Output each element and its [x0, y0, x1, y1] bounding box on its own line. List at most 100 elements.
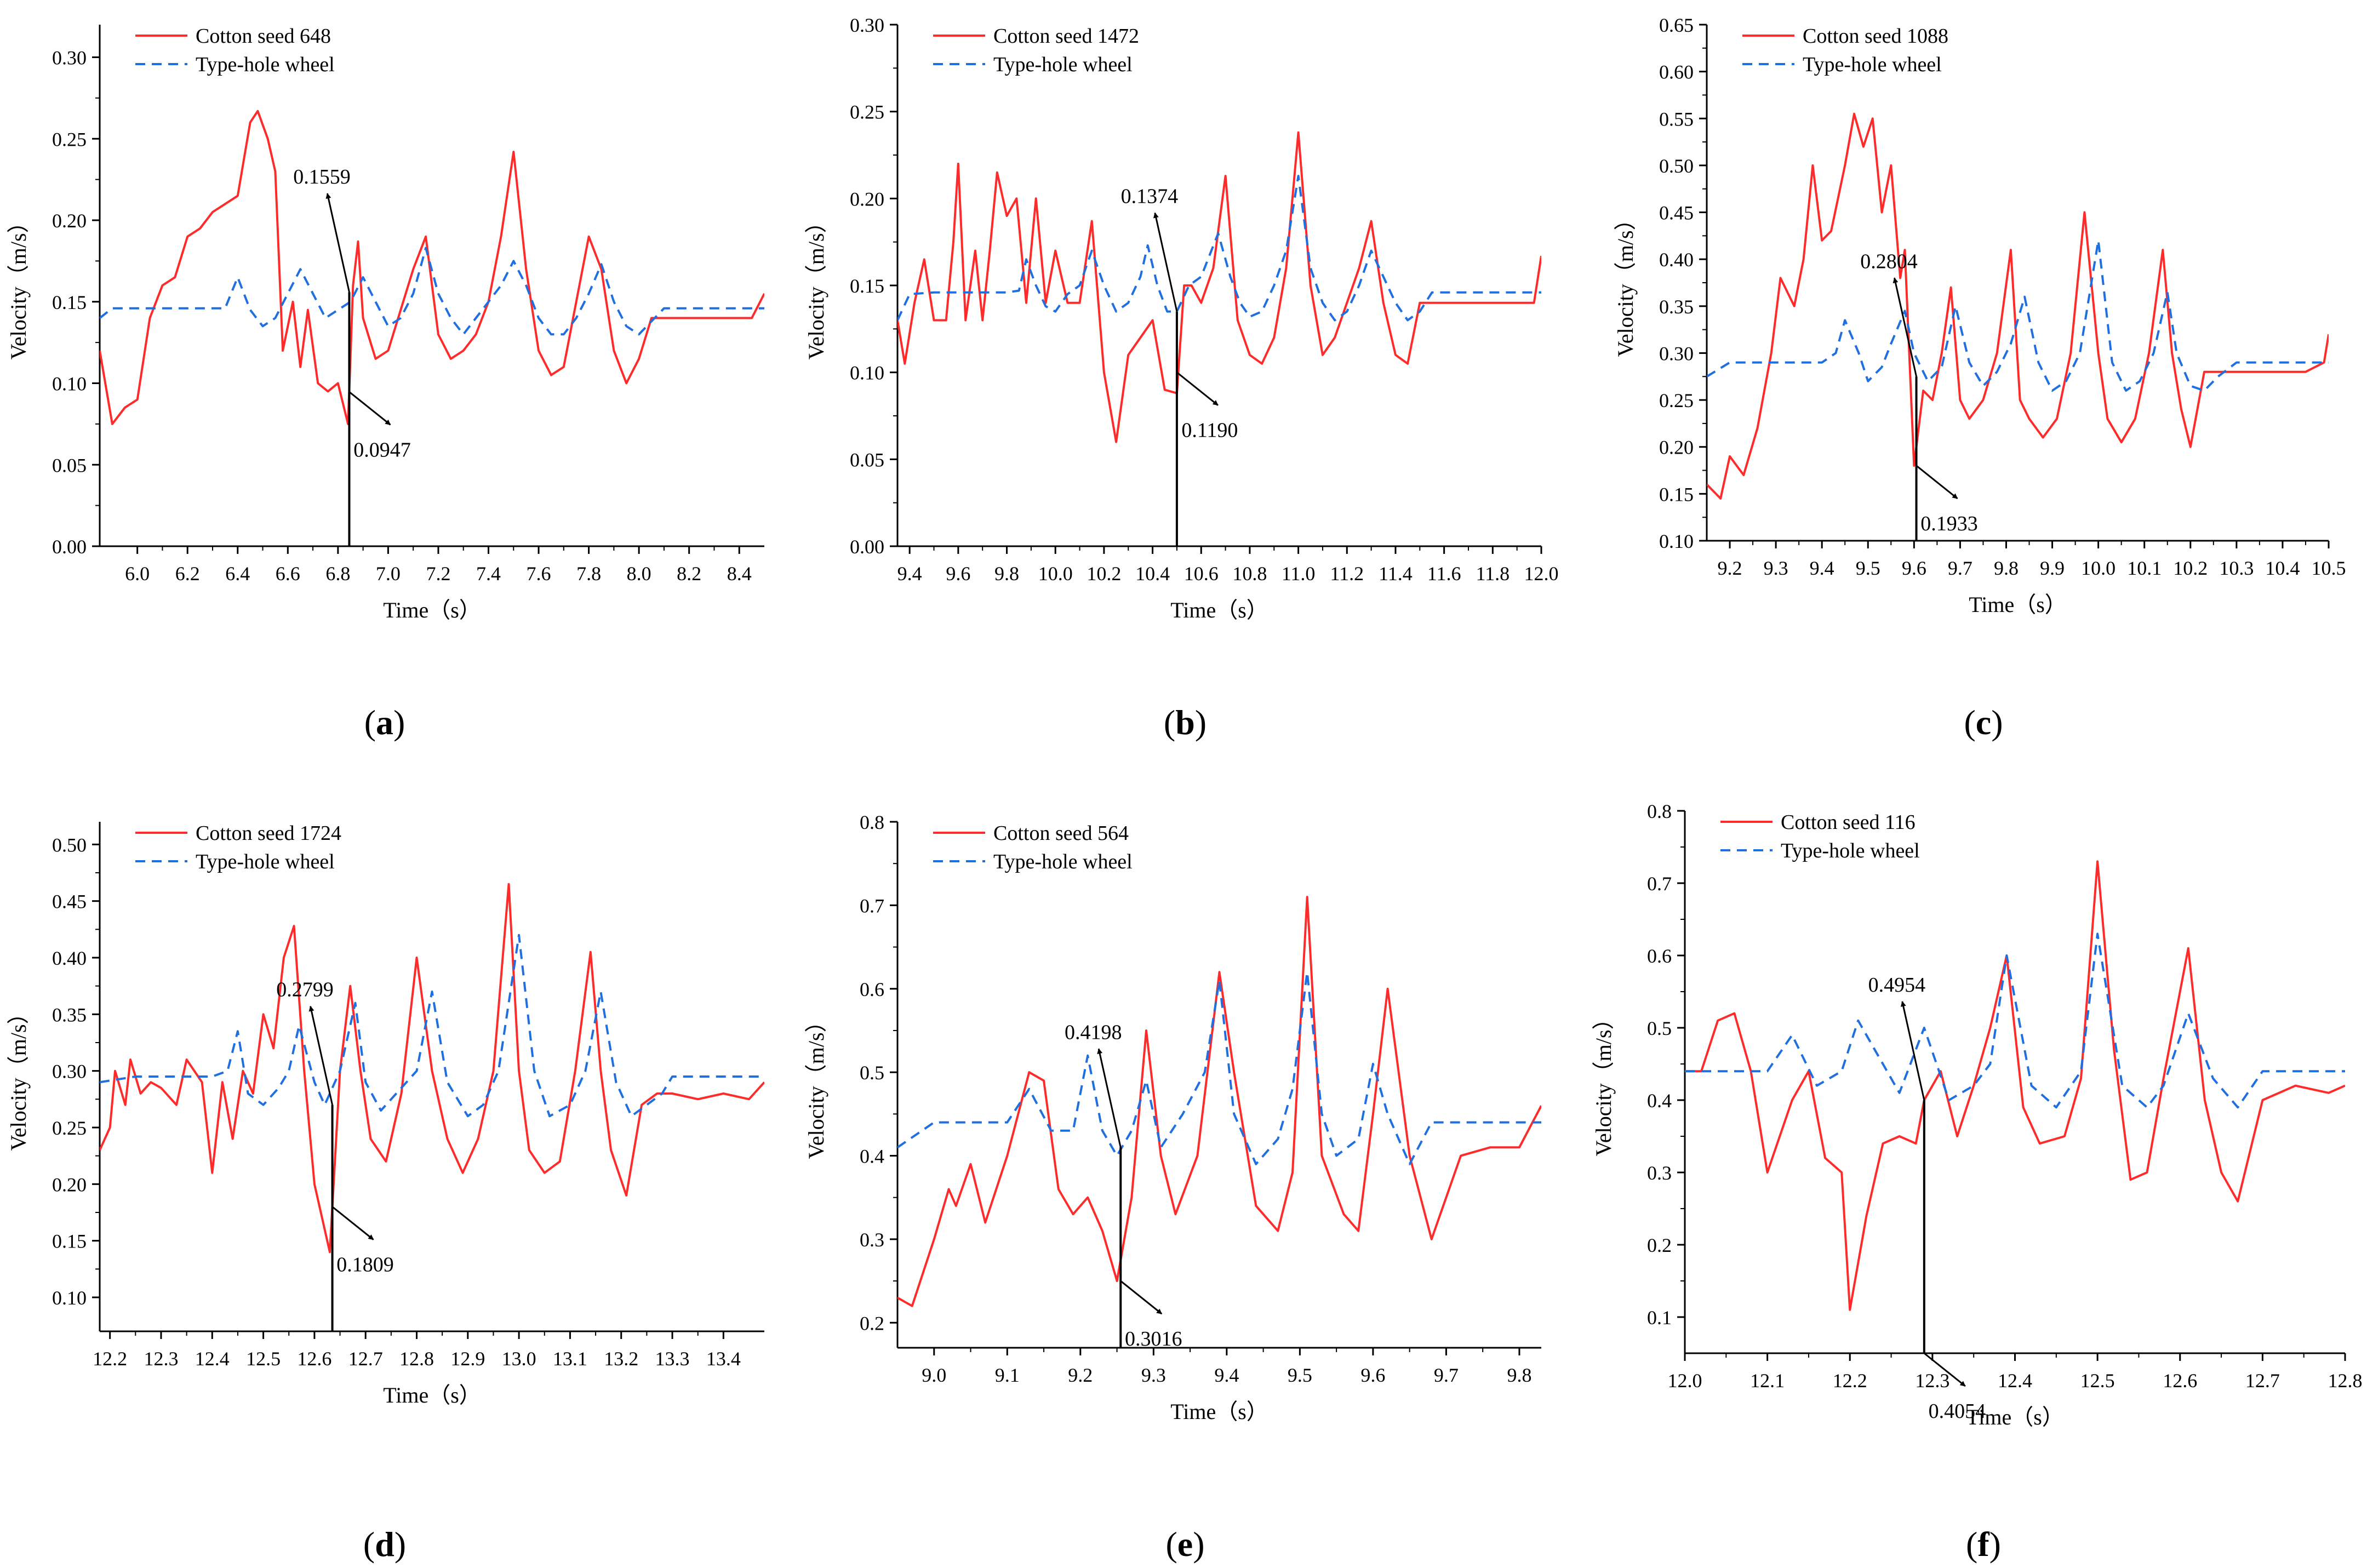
x-tick-label: 10.0	[2081, 557, 2116, 579]
x-tick-label: 10.8	[1232, 563, 1267, 585]
legend-label-seed: Cotton seed 1088	[1803, 25, 1948, 48]
panel-caption-e: (e)	[1165, 1525, 1204, 1564]
x-tick-label: 11.0	[1282, 563, 1316, 585]
arrow-high	[325, 193, 350, 293]
y-tick-label: 0.5	[860, 1062, 884, 1084]
panel-caption-open: (	[1164, 703, 1175, 742]
x-tick-label: 12.0	[1524, 563, 1559, 585]
legend-label-wheel: Type-hole wheel	[196, 850, 335, 873]
y-tick-label: 0.25	[52, 128, 87, 150]
x-tick-label: 9.7	[1434, 1364, 1459, 1386]
y-tick-label: 0.2	[1647, 1234, 1672, 1256]
y-tick-label: 0.10	[52, 1287, 87, 1309]
x-tick-label: 12.1	[1750, 1370, 1785, 1392]
y-tick-label: 0.40	[52, 947, 87, 969]
x-tick-label: 13.2	[604, 1348, 638, 1370]
x-tick-label: 9.0	[922, 1364, 946, 1386]
y-tick-label: 0.00	[52, 536, 87, 558]
x-tick-label: 12.3	[144, 1348, 178, 1370]
data-label-high: 0.2804	[1860, 250, 1918, 273]
panel-caption-open: (	[1966, 1525, 1977, 1564]
data-label-low: 0.1809	[336, 1254, 394, 1277]
x-tick-label: 10.4	[1135, 563, 1170, 585]
y-tick-label: 0.50	[1659, 155, 1694, 177]
x-tick-label: 12.3	[1915, 1370, 1949, 1392]
y-tick-label: 0.60	[1659, 61, 1694, 83]
x-tick-label: 9.8	[1994, 557, 2019, 579]
y-tick-label: 0.05	[850, 449, 884, 471]
x-tick-label: 9.2	[1068, 1364, 1093, 1386]
x-tick-label: 12.4	[195, 1348, 230, 1370]
y-tick-label: 0.20	[52, 210, 87, 232]
x-tick-label: 6.4	[225, 563, 250, 585]
y-tick-label: 0.10	[850, 362, 884, 384]
panel-caption-close: )	[395, 1525, 406, 1564]
panel-caption-open: (	[364, 703, 376, 742]
x-tick-label: 9.5	[1856, 557, 1880, 579]
chart-panel-f: 12.0 12.1 12.2 12.3 12.4 12.5 12.6 12.7 12.8 0.1 0…	[1591, 800, 2363, 1429]
y-tick-label: 0.8	[1647, 800, 1672, 822]
y-tick-label: 0.3	[1647, 1162, 1672, 1184]
y-tick-label: 0.25	[1659, 390, 1694, 411]
x-axis-title: Time（s）	[383, 598, 481, 622]
x-tick-label: 9.8	[994, 563, 1019, 585]
y-tick-label: 0.40	[1659, 249, 1694, 271]
legend-label-wheel: Type-hole wheel	[1781, 839, 1920, 862]
x-tick-label: 11.2	[1330, 563, 1364, 585]
seed-series-line	[897, 131, 1541, 443]
y-tick-label: 0.20	[52, 1174, 87, 1195]
legend-label-seed: Cotton seed 1724	[196, 822, 341, 845]
panel-caption-b: (b)	[1164, 703, 1207, 742]
y-tick-label: 0.3	[860, 1229, 884, 1251]
x-tick-label: 13.4	[706, 1348, 741, 1370]
y-tick-label: 0.6	[860, 978, 884, 1000]
arrow-low	[348, 391, 391, 426]
y-axis-title: Velocity（m/s）	[804, 211, 828, 359]
y-tick-label: 0.00	[850, 536, 884, 558]
data-label-high: 0.1374	[1121, 185, 1179, 208]
panel-caption-open: (	[1964, 703, 1975, 742]
x-tick-label: 13.0	[502, 1348, 536, 1370]
x-tick-label: 10.6	[1184, 563, 1219, 585]
y-tick-label: 0.1	[1647, 1307, 1672, 1329]
x-tick-label: 12.6	[2163, 1370, 2197, 1392]
x-tick-label: 12.2	[1833, 1370, 1867, 1392]
x-tick-label: 12.8	[2328, 1370, 2363, 1392]
x-tick-label: 9.3	[1141, 1364, 1166, 1386]
panel-caption-close: )	[1193, 1525, 1204, 1564]
chart-panel-d: 12.2 12.3 12.4 12.5 12.6 12.7 12.8 12.9 13.0 13.1…	[6, 822, 764, 1407]
legend-label-seed: Cotton seed 1472	[993, 25, 1139, 48]
legend-label-wheel: Type-hole wheel	[1803, 53, 1942, 76]
x-tick-label: 7.6	[527, 563, 551, 585]
data-label-low: 0.1933	[1920, 512, 1978, 535]
y-tick-label: 0.4	[860, 1146, 884, 1168]
y-tick-label: 0.30	[52, 1061, 87, 1083]
legend-label-seed: Cotton seed 116	[1781, 811, 1916, 834]
x-tick-label: 9.6	[1360, 1364, 1385, 1386]
x-tick-label: 10.4	[2265, 557, 2300, 579]
y-tick-label: 0.10	[1659, 530, 1694, 552]
x-tick-label: 7.4	[476, 563, 501, 585]
chart-panel-c: 9.2 9.3 9.4 9.5 9.6 9.7 9.8 9.9 10.0 10.1 10.2 10.3…	[1613, 14, 2346, 617]
x-axis-title: Time（s）	[383, 1383, 481, 1407]
arrow-low	[1923, 1352, 1966, 1387]
y-tick-label: 0.55	[1659, 108, 1694, 130]
x-tick-label: 7.8	[576, 563, 601, 585]
wheel-series-line	[1707, 239, 2329, 392]
x-tick-label: 9.4	[1810, 557, 1834, 579]
y-tick-label: 0.20	[850, 188, 884, 210]
x-tick-label: 12.5	[2080, 1370, 2115, 1392]
y-tick-label: 0.15	[850, 275, 884, 297]
x-tick-label: 6.6	[276, 563, 300, 585]
x-tick-label: 13.3	[655, 1348, 690, 1370]
panel-caption-letter: f	[1977, 1525, 1989, 1564]
x-tick-label: 10.5	[2312, 557, 2346, 579]
panel-caption-c: (c)	[1964, 703, 2003, 742]
x-tick-label: 10.2	[2173, 557, 2208, 579]
panel-caption-letter: d	[375, 1525, 395, 1564]
panel-caption-a: (a)	[364, 703, 405, 742]
x-tick-label: 10.0	[1038, 563, 1073, 585]
chart-panel-a: 6.0 6.2 6.4 6.6 6.8 7.0 7.2 7.4 7.6 7.8 8.0 8.2 8.4 0…	[6, 25, 764, 622]
x-tick-label: 10.3	[2219, 557, 2254, 579]
seed-series-line	[100, 110, 764, 425]
